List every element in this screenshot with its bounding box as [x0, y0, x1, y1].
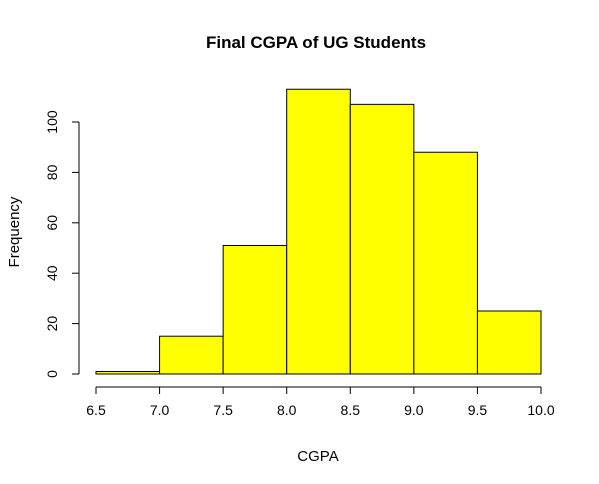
histogram-bar-5 [413, 151, 478, 375]
y-tick-label: 60 [44, 215, 60, 231]
histogram-bar-1 [159, 335, 224, 375]
histogram-bar-2 [222, 244, 288, 375]
x-tick-label: 9.0 [404, 402, 424, 418]
y-tick-label: 80 [44, 164, 60, 180]
y-tick-label: 20 [44, 316, 60, 332]
x-tick-label: 8.5 [341, 402, 361, 418]
x-tick-label: 8.0 [277, 402, 297, 418]
histogram-bar-6 [476, 310, 542, 375]
x-tick-label: 7.0 [150, 402, 170, 418]
y-tick-label: 100 [44, 110, 60, 134]
y-axis-title: Frequency [6, 196, 23, 267]
bars-group [95, 88, 542, 375]
x-tick-label: 9.5 [468, 402, 488, 418]
x-tick-label: 10.0 [527, 402, 554, 418]
x-tick-label: 7.5 [213, 402, 233, 418]
histogram-bar-4 [349, 103, 415, 375]
histogram-bar-0 [95, 370, 161, 375]
y-tick-label: 0 [44, 370, 60, 378]
y-tick-label: 40 [44, 265, 60, 281]
x-axis: 6.5 7.0 7.5 8.0 8.5 9.0 9.5 10.0 [86, 386, 555, 418]
x-tick-label: 6.5 [86, 402, 106, 418]
x-axis-title: CGPA [297, 448, 338, 465]
histogram-bar-3 [286, 88, 351, 375]
chart-title: Final CGPA of UG Students [206, 33, 426, 52]
y-axis: 0 20 40 60 80 100 [44, 110, 80, 378]
